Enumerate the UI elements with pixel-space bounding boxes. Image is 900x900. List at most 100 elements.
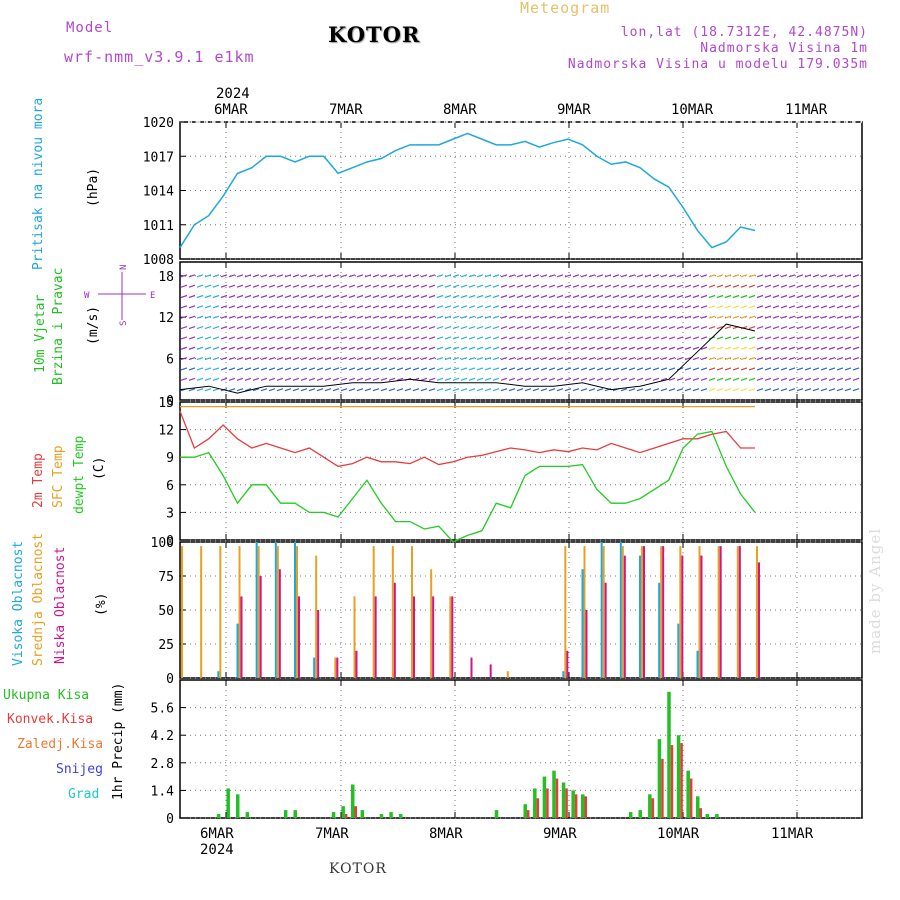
wind-arrow [188,357,196,361]
wind-arrow [628,377,636,381]
wind-arrow [188,388,196,392]
wind-arrow [300,388,308,392]
wind-arrow [236,336,244,340]
wind-arrow [612,305,620,309]
wind-arrow [668,367,676,371]
wind-arrow [676,336,684,340]
wind-arrow [372,325,380,330]
wind-arrow [836,284,844,288]
precip-conv-bar [584,796,587,818]
wind-arrow [476,336,484,340]
wind-arrow [780,388,788,392]
wind-arrow [324,388,332,392]
wind-arrow [516,357,524,361]
wind-arrow [532,305,540,309]
wind-arrow [468,305,476,309]
wind-arrow [852,284,860,288]
wind-arrow [236,388,244,392]
wind-arrow [812,325,820,330]
wind-arrow [548,346,556,350]
wind-arrow [716,388,724,392]
wind-arrow [252,367,260,371]
wind-arrow [788,305,796,309]
wind-arrow [380,284,388,288]
wind-arrow [292,357,300,361]
wind-arrow [572,315,580,319]
wind-arrow [740,284,748,288]
wind-arrow [732,274,740,278]
wind-arrow [204,294,212,299]
wind-arrow [244,377,252,381]
wind-arrow [524,367,532,371]
wind-arrow [772,388,780,392]
wind-arrow [732,294,740,299]
wind-arrow [556,377,564,381]
precip-conv-label: Konvek.Kisa [7,712,93,727]
precip-total-bar [245,812,250,818]
wind-arrow [660,284,668,288]
wind-arrow [636,315,644,319]
wind-arrow [556,367,564,371]
wind-arrow [468,367,476,371]
wind-arrow [236,377,244,381]
wind-arrow [396,274,404,278]
wind-arrow [572,305,580,309]
wind-arrow [644,377,652,381]
wind-arrow [796,336,804,340]
wind-arrow [836,388,844,392]
wind-arrow [324,336,332,340]
wind-arrow [372,377,380,381]
wind-arrow [668,274,676,278]
wind-arrow [284,325,292,330]
wind-arrow [748,336,756,340]
wind-arrow [412,367,420,371]
wind-arrow [428,357,436,361]
wind-arrow [564,305,572,309]
wind-arrow [300,346,308,350]
wind-arrow [332,357,340,361]
wind-arrow [388,315,396,319]
wind-arrow [564,357,572,361]
wind-arrow [508,274,516,278]
wind-arrow [500,336,508,340]
wind-arrow [780,336,788,340]
wind-arrow [564,274,572,278]
wind-arrow [332,367,340,371]
wind-arrow [628,325,636,330]
wind-arrow [620,336,628,340]
wind-arrow [492,357,500,361]
wind-arrow [708,325,716,330]
wind-arrow [604,346,612,350]
wind-arrow [772,377,780,381]
wind-arrow [220,284,228,288]
wind-arrow [716,367,724,371]
wind-arrow [436,274,444,278]
wind-arrow [492,315,500,319]
pressure-ytick-label: 1017 [143,150,174,165]
wind-arrow [660,388,668,392]
wind-arrow [228,274,236,278]
wind-arrow [348,357,356,361]
wind-arrow [428,325,436,330]
wind-arrow [580,336,588,340]
wind-arrow [636,274,644,278]
wind-arrow [564,294,572,299]
wind-arrow [844,346,852,350]
wind-arrow [732,388,740,392]
wind-arrow [380,346,388,350]
precip-conv-bar [555,778,559,818]
wind-arrow [444,305,452,309]
wind-arrow [196,388,204,392]
wind-arrow [540,367,548,371]
wind-arrow [316,294,324,299]
wind-arrow [708,388,716,392]
wind-arrow [228,377,236,381]
wind-arrow [508,336,516,340]
wind-arrow [340,305,348,309]
wind-arrow [620,346,628,350]
wind-arrow [732,346,740,350]
wind-arrow [308,357,316,361]
wind-arrow [564,325,572,330]
wind-arrow [476,377,484,381]
wind-arrow [604,294,612,299]
